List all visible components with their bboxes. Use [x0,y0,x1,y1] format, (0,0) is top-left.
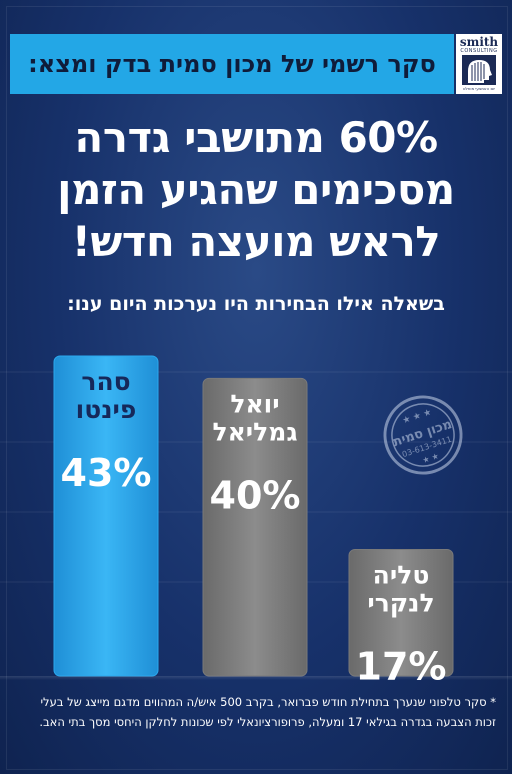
survey-banner: סקר רשמי של מכון סמית בדק ומצא: [10,34,454,94]
headline: 60% מתושבי גדרה מסכימים שהגיע הזמן לראש … [20,112,492,268]
bar-name-label: פינטו [76,395,137,424]
footer-divider [0,676,512,680]
bar-3 [348,548,454,677]
stamp-outer-ring [383,395,463,475]
logo-wordmark: smith [459,35,499,49]
bar-value-label: 40% [210,473,301,517]
survey-question: בשאלה אילו הבחירות היו נערכות היום ענו: [67,293,445,315]
stamp-inner-ring [391,403,455,467]
bar-name-label: טליה [373,560,430,589]
smith-logo: smith CONSULTING יום האמצעי מוחלט [456,34,502,94]
headline-line: 60% מתושבי גדרה [74,113,438,162]
bar-name-label: יואל [230,389,279,418]
bar-name-label: גמליאל [212,417,297,446]
survey-footnote: * סקר טלפוני שנערך בתחילת חודש פברואר, ב… [39,695,496,729]
headline-line: לראש מועצה חדש! [71,217,441,266]
survey-banner-text: סקר רשמי של מכון סמית בדק ומצא: [28,50,436,78]
headline-line: מסכימים שהגיע הזמן [57,165,455,214]
head-silhouette-icon [462,55,496,85]
logo-subtext: CONSULTING [460,48,498,54]
bar-1 [53,355,159,677]
smith-institute-stamp: ★ ★ ★ מכון סמית 03-613-3411 ★ ★ [383,395,463,475]
bar-value-label: 17% [356,644,447,685]
logo-tagline: יום האמצעי מוחלט [462,86,496,91]
bar-2 [202,377,308,677]
page-frame [6,6,508,770]
bar-name-label: סהר [81,367,130,396]
bar-value-label: 43% [61,451,152,495]
bar-name-label: לנקרי [367,588,434,617]
